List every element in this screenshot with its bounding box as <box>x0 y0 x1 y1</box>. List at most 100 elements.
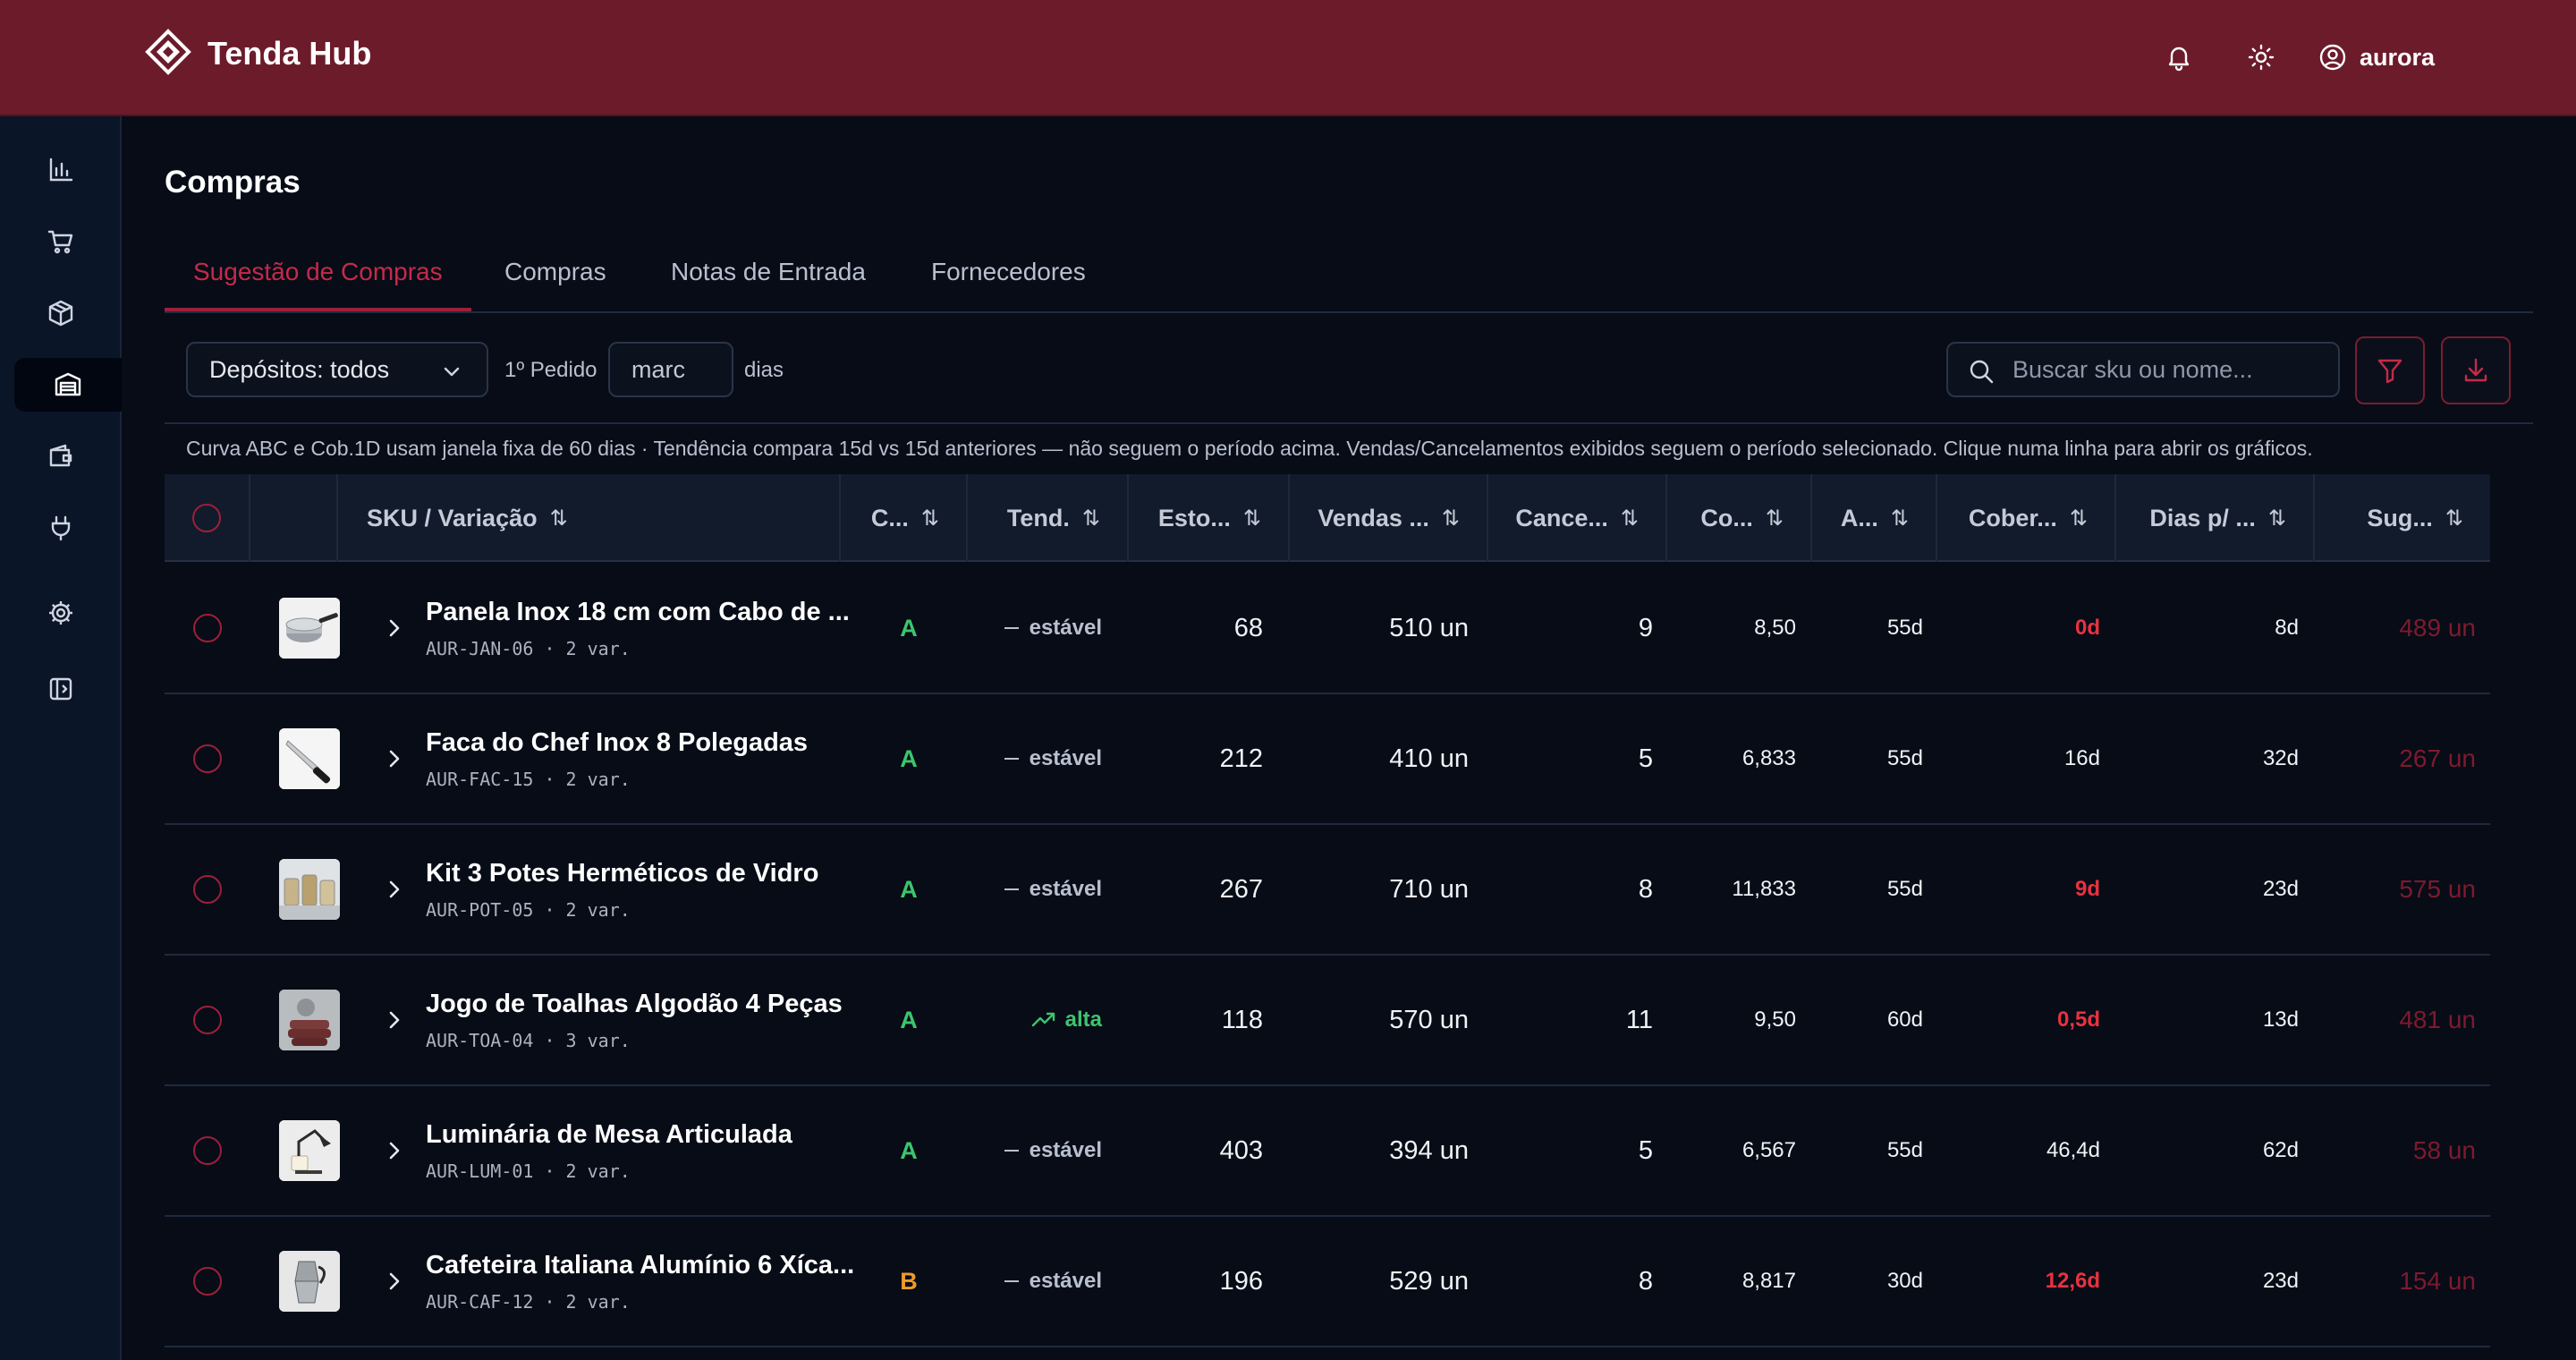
column-header-sku[interactable]: SKU / Variação ⇅ <box>338 474 841 562</box>
stock-value: 68 <box>1233 613 1263 642</box>
product-name: Cafeteira Italiana Alumínio 6 Xíca... <box>426 1250 855 1279</box>
expand-row-button[interactable] <box>383 956 410 1084</box>
sidebar-item-integrations[interactable] <box>18 501 104 555</box>
age-value: 55d <box>1886 877 1923 901</box>
trend-flat-icon <box>1004 1280 1019 1282</box>
top-bar: Tenda Hub aurora <box>0 0 2576 116</box>
stock-value: 118 <box>1221 1005 1263 1034</box>
page-title: Compras <box>165 165 301 200</box>
tab-entry-notes[interactable]: Notas de Entrada <box>671 258 866 285</box>
product-thumbnail <box>279 728 340 789</box>
expand-row-button[interactable] <box>383 825 410 954</box>
select-all-checkbox[interactable] <box>192 504 221 532</box>
column-header-trend[interactable]: Tend. ⇅ <box>968 474 1129 562</box>
sidebar-item-finance[interactable] <box>18 429 104 483</box>
suggestion-value: 489 un <box>2399 614 2476 642</box>
days-to-cell: 23d <box>2116 1217 2299 1346</box>
deposit-select[interactable]: Depósitos: todos <box>186 342 488 397</box>
sidebar-collapse-button[interactable] <box>18 662 104 716</box>
column-header-sales[interactable]: Vendas ... ⇅ <box>1290 474 1488 562</box>
curve-badge: A <box>900 1136 918 1164</box>
curve-badge: A <box>900 875 918 903</box>
expand-row-button[interactable] <box>383 564 410 693</box>
cancel-cell: 5 <box>1488 1086 1653 1215</box>
thumb-cell <box>279 956 340 1084</box>
stock-cell: 196 <box>1129 1217 1263 1346</box>
table-row[interactable]: Cafeteira Italiana Alumínio 6 Xíca... AUR… <box>165 1217 2490 1347</box>
sidebar-item-settings[interactable] <box>18 586 104 640</box>
age-value: 55d <box>1886 1138 1923 1162</box>
trend-label: estável <box>1029 1269 1102 1293</box>
coverage-value: 0d <box>2074 616 2100 640</box>
column-label-cob1d: Co... <box>1700 504 1753 531</box>
sidebar-item-products[interactable] <box>18 286 104 340</box>
days-to-value: 8d <box>2275 616 2299 640</box>
tab-suppliers[interactable]: Fornecedores <box>931 258 1086 285</box>
tab-purchases[interactable]: Compras <box>504 258 606 285</box>
cancel-value: 8 <box>1638 874 1653 904</box>
table-row[interactable]: Faca do Chef Inox 8 Polegadas AUR-FAC-15 … <box>165 694 2490 825</box>
tab-purchase-suggestion[interactable]: Sugestão de Compras <box>165 258 471 311</box>
column-header-curve[interactable]: C... ⇅ <box>841 474 968 562</box>
sun-icon <box>2248 44 2275 71</box>
expand-row-button[interactable] <box>383 694 410 823</box>
first-order-days-input[interactable] <box>608 342 733 397</box>
plug-icon <box>51 515 71 541</box>
stock-cell: 403 <box>1129 1086 1263 1215</box>
column-header-coverage[interactable]: Cober... ⇅ <box>1937 474 2116 562</box>
sidebar-item-sales[interactable] <box>18 215 104 268</box>
table-row[interactable]: Kit 3 Potes Herméticos de Vidro AUR-POT-0… <box>165 825 2490 956</box>
trend-flat-icon <box>1004 627 1019 629</box>
column-label-curve: C... <box>870 504 909 531</box>
age-value: 55d <box>1886 746 1923 770</box>
search-input[interactable] <box>2012 344 2326 395</box>
sort-icon: ⇅ <box>920 506 939 531</box>
row-checkbox[interactable] <box>193 744 222 773</box>
row-checkbox[interactable] <box>193 1006 222 1034</box>
table-row[interactable]: Panela Inox 18 cm com Cabo de ... AUR-JAN… <box>165 564 2490 694</box>
column-header-age[interactable]: A... ⇅ <box>1812 474 1937 562</box>
sort-icon: ⇅ <box>2445 506 2463 531</box>
curve-badge: A <box>900 1006 918 1033</box>
cancel-value: 8 <box>1638 1266 1653 1296</box>
cob1d-value: 8,817 <box>1741 1269 1796 1293</box>
sidebar-item-purchases[interactable] <box>14 358 122 412</box>
user-menu-button[interactable]: aurora <box>2318 32 2435 82</box>
thumb-cell <box>279 1217 340 1346</box>
thumb-cell <box>279 1086 340 1215</box>
cob1d-cell: 6,833 <box>1667 694 1796 823</box>
column-label-coverage: Cober... <box>1968 504 2057 531</box>
stock-value: 196 <box>1219 1266 1263 1296</box>
stock-value: 267 <box>1219 874 1263 904</box>
age-value: 60d <box>1886 1007 1923 1032</box>
column-label-suggestion: Sug... <box>2367 504 2433 531</box>
row-checkbox-cell <box>193 694 222 823</box>
cob1d-cell: 8,50 <box>1667 564 1796 693</box>
age-cell: 55d <box>1812 1086 1923 1215</box>
brand[interactable]: Tenda Hub <box>145 28 371 79</box>
product-thumbnail <box>279 1251 340 1312</box>
row-checkbox[interactable] <box>193 1267 222 1296</box>
expand-row-button[interactable] <box>383 1086 410 1215</box>
column-header-days-to[interactable]: Dias p/ ... ⇅ <box>2116 474 2315 562</box>
row-checkbox[interactable] <box>193 614 222 642</box>
notifications-button[interactable] <box>2154 32 2204 82</box>
column-header-suggestion[interactable]: Sug... ⇅ <box>2315 474 2490 562</box>
search-field[interactable] <box>1946 342 2340 397</box>
theme-toggle-button[interactable] <box>2236 32 2286 82</box>
column-header-cob1d[interactable]: Co... ⇅ <box>1667 474 1812 562</box>
column-header-stock[interactable]: Esto... ⇅ <box>1129 474 1290 562</box>
sidebar-item-dashboard[interactable] <box>18 143 104 197</box>
row-checkbox[interactable] <box>193 875 222 904</box>
trend-cell: estável <box>968 1217 1102 1346</box>
export-button[interactable] <box>2441 336 2511 404</box>
cancel-cell: 5 <box>1488 694 1653 823</box>
sales-cell: 710 un <box>1290 825 1469 954</box>
table-row[interactable]: Luminária de Mesa Articulada AUR-LUM-01 ·… <box>165 1086 2490 1217</box>
column-header-cancellations[interactable]: Cance... ⇅ <box>1488 474 1667 562</box>
table-row[interactable]: Jogo de Toalhas Algodão 4 Peças AUR-TOA-0… <box>165 956 2490 1086</box>
expand-row-button[interactable] <box>383 1217 410 1346</box>
filter-button[interactable] <box>2355 336 2425 404</box>
cob1d-cell: 9,50 <box>1667 956 1796 1084</box>
row-checkbox[interactable] <box>193 1136 222 1165</box>
